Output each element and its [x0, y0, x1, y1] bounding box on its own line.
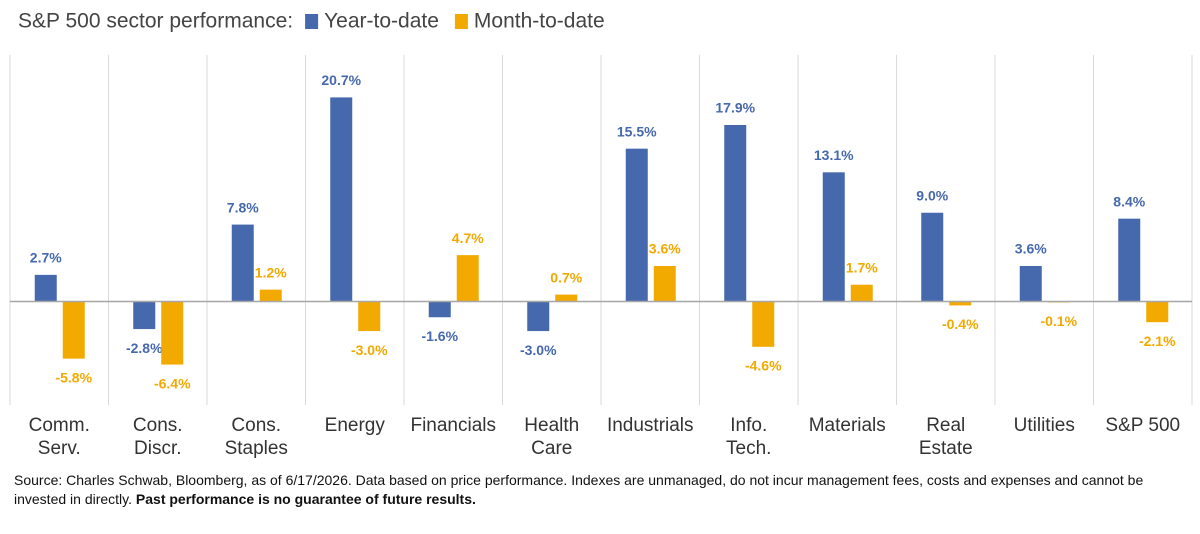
data-label: 3.6% — [649, 241, 681, 257]
bar — [1019, 265, 1042, 302]
x-tick-label: Industrials — [606, 415, 694, 436]
data-label: 8.4% — [1113, 193, 1145, 209]
data-label: 1.7% — [846, 259, 878, 275]
x-tick-label: Energy — [324, 415, 385, 436]
legend-swatch — [454, 14, 468, 29]
data-label: 4.7% — [452, 230, 484, 246]
data-label: 15.5% — [617, 123, 657, 139]
legend-label: Month-to-date — [474, 10, 605, 33]
x-tick-label: Real Estate — [918, 415, 973, 459]
x-tick-label: Cons. Discr. — [132, 415, 183, 459]
x-tick-label: Cons. Staples — [224, 415, 288, 459]
disclaimer: Past performance is no guarantee of futu… — [135, 491, 476, 507]
bar — [330, 97, 353, 302]
bar — [456, 255, 479, 302]
data-label: -3.0% — [520, 342, 557, 358]
bar — [231, 224, 254, 302]
data-label: -0.4% — [942, 316, 979, 332]
x-tick-label: Financials — [410, 415, 497, 436]
data-label: -2.1% — [1139, 333, 1176, 349]
bar — [62, 301, 85, 359]
data-label: 2.7% — [30, 250, 62, 266]
bar — [949, 301, 972, 306]
x-tick-label: Materials — [808, 415, 886, 436]
bar — [555, 294, 578, 302]
data-label: 3.6% — [1015, 241, 1047, 257]
data-label: 0.7% — [550, 269, 582, 285]
bar — [358, 301, 381, 332]
source: Source: Charles Schwab, Bloomberg, as of… — [14, 472, 1144, 507]
data-label: -4.6% — [745, 358, 782, 374]
data-label: 1.2% — [255, 264, 287, 280]
bar — [653, 265, 676, 302]
bar — [921, 212, 944, 302]
bar — [625, 148, 648, 302]
x-tick-label: Health Care — [524, 415, 580, 459]
bar — [161, 301, 184, 365]
data-label: 20.7% — [321, 72, 361, 88]
data-label: 7.8% — [227, 199, 259, 215]
legend-swatch — [305, 14, 319, 29]
x-tick-label: Comm. Serv. — [28, 415, 90, 459]
bar — [34, 274, 57, 302]
data-label: -6.4% — [154, 375, 191, 391]
x-tick-label: S&P 500 — [1105, 415, 1181, 436]
data-label: 9.0% — [916, 187, 948, 203]
chart-title: S&P 500 sector performance: — [18, 10, 293, 33]
footer: Source: Charles Schwab, Bloomberg, as of… — [14, 471, 1164, 509]
bar — [428, 301, 451, 318]
bar — [752, 301, 775, 347]
data-label: 17.9% — [715, 100, 755, 116]
data-label: -5.8% — [55, 369, 92, 385]
legend-label: Year-to-date — [324, 10, 439, 33]
data-label: -0.1% — [1040, 313, 1077, 329]
bar — [527, 301, 550, 332]
x-tick-label: Info. Tech. — [726, 415, 772, 459]
data-label: -1.6% — [421, 328, 458, 344]
data-label: 13.1% — [814, 147, 854, 163]
bar — [259, 289, 282, 302]
bar — [1118, 218, 1141, 302]
bar — [850, 284, 873, 302]
bar — [724, 125, 747, 302]
data-label: -3.0% — [351, 342, 388, 358]
bar — [133, 301, 156, 330]
x-tick-label: Utilities — [1013, 415, 1075, 436]
data-label: -2.8% — [126, 340, 163, 356]
bar — [822, 172, 845, 302]
bar — [1146, 301, 1169, 323]
